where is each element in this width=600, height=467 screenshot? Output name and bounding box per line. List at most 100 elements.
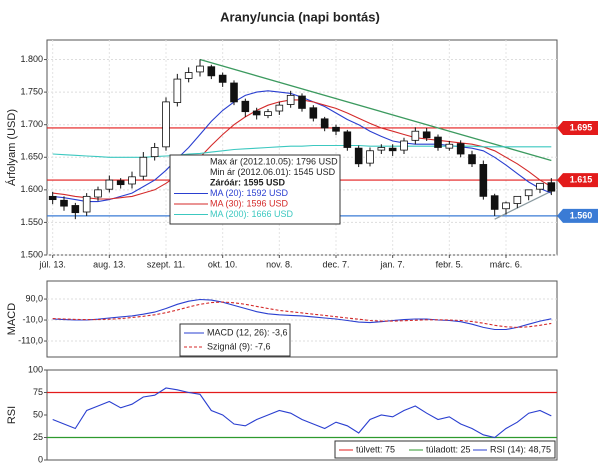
y-tick-label: 50 [33,409,43,419]
candle-body [82,195,91,213]
x-tick-label: aug. 13. [93,259,126,269]
candle-body [354,147,363,165]
y-tick-label: 90,0 [25,293,43,303]
x-tick-label: febr. 5. [436,259,464,269]
series-line [52,144,552,158]
level-label: 1.560 [570,210,593,220]
x-tick-label: nov. 8. [266,259,292,269]
trend-line [199,58,552,162]
y-tick-label: 1.650 [20,152,43,162]
legend-label: túlvett: 75 [356,444,395,454]
level-tag [557,120,598,135]
info-text: Záróár: 1595 USD [210,177,286,187]
legend-label: MA (30): 1596 USD [210,198,289,208]
candle-body [513,195,522,204]
level-label: 1.695 [570,122,593,132]
candle-body [60,199,68,207]
legend-label: MA (20): 1592 USD [210,188,289,198]
level-tag [557,208,598,223]
candle-body [468,154,476,165]
y-tick-label: 1.600 [20,184,43,194]
y-tick-label: 25 [33,432,43,442]
candle-body [422,131,431,139]
level-tag [557,173,598,188]
candle-body [434,136,442,148]
candle-body [162,101,170,148]
legend-label: Szignál (9): -7,6 [207,341,271,351]
candle-body [377,147,386,151]
candle-body [309,107,318,119]
y-axis-label: Árfolyam (USD) [5,109,18,186]
y-tick-label: -110,0 [18,335,43,345]
candle-body [445,143,454,149]
candle-body [343,131,352,148]
x-tick-label: júl. 13. [38,259,66,269]
plot-area [46,280,558,358]
candle-body [400,140,408,151]
candle-body [332,126,340,132]
y-tick-label: 1.550 [20,217,43,227]
candle-body [196,65,204,73]
candle-body [173,78,182,103]
candle-body [479,164,488,197]
y-tick-label: 75 [33,387,43,397]
candle-body [456,143,465,155]
candle-body [105,179,114,190]
candle-body [150,147,159,158]
candle-body [388,147,397,152]
candle-body [128,176,136,185]
legend-box [179,323,291,357]
series-line [52,301,552,328]
info-text: Max ár (2012.10.05): 1796 USD [210,156,338,166]
x-tick-label: márc. 6. [490,259,523,269]
candle-body [275,104,284,112]
candle-body [207,66,216,77]
legend-label: MA (200): 1666 USD [210,209,294,219]
y-tick-label: 100 [28,364,43,374]
legend-label: MACD (12, 26): -3,6 [207,327,288,337]
y-tick-label: 1.700 [20,119,43,129]
candle-body [252,110,261,116]
y-axis-label: MACD [6,303,18,335]
x-tick-label: dec. 7. [322,259,349,269]
x-tick-label: jan. 7. [379,259,405,269]
candle-body [286,94,295,105]
x-tick-label: okt. 10. [208,259,238,269]
candle-body [241,100,250,113]
candle-body [536,182,544,190]
candle-body [547,182,556,192]
level-label: 1.615 [570,174,593,184]
legend-label: RSI (14): 48,75 [490,444,551,454]
y-tick-label: 1.800 [20,54,43,64]
legend-box [334,440,556,459]
candle-body [320,118,329,129]
candle-body [218,74,227,83]
candle-body [48,195,57,201]
candle-body [230,82,238,103]
info-text: Min ár (2012.06.01): 1545 USD [210,167,336,177]
x-tick-label: szept. 11. [147,259,185,269]
candle-body [139,156,148,177]
trend-line [494,190,552,220]
y-tick-label: 1.750 [20,86,43,96]
candle-body [71,205,80,214]
legend-box [169,154,341,225]
candle-body [524,189,533,197]
candle-body [298,95,306,109]
chart-title: Arany/uncia (napi bontás) [220,9,380,24]
candle-body [184,72,193,79]
candle-body [116,180,125,186]
series-line [52,298,552,331]
candle-body [94,189,102,198]
candle-body [502,202,510,210]
y-axis-label: RSI [6,406,18,424]
legend-label: túladott: 25 [426,444,471,454]
candle-body [490,195,499,210]
y-tick-label: 1.500 [20,249,43,259]
y-tick-label: -10,0 [22,314,43,324]
series-line [52,387,552,439]
candle-body [264,111,272,116]
candle-body [366,150,374,164]
candle-body [411,130,420,141]
